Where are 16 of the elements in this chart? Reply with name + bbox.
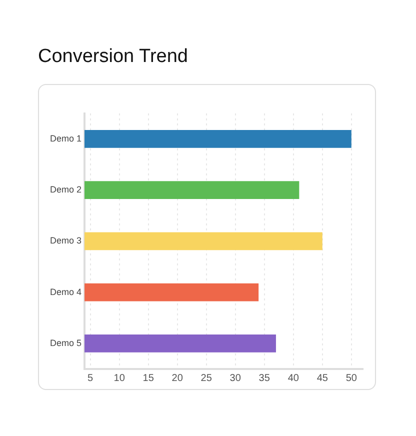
x-tick-label: 15 [142,372,154,384]
x-tick-label: 30 [230,372,242,384]
x-tick-label: 40 [288,372,300,384]
x-tick-label: 20 [172,372,184,384]
x-tick-label: 50 [346,372,358,384]
y-tick-label: Demo 5 [50,338,82,348]
x-tick-label: 10 [114,372,126,384]
chart-title: Conversion Trend [38,46,188,68]
y-tick-label: Demo 4 [50,286,82,297]
y-tick-label: Demo 3 [50,236,82,246]
x-tick-label: 45 [316,372,328,384]
x-tick-label: 5 [88,372,94,384]
x-tick-label: 35 [258,372,270,384]
x-tick-label: 25 [200,372,212,384]
y-tick-label: Demo 2 [50,184,82,195]
y-tick-label: Demo 1 [50,133,82,144]
